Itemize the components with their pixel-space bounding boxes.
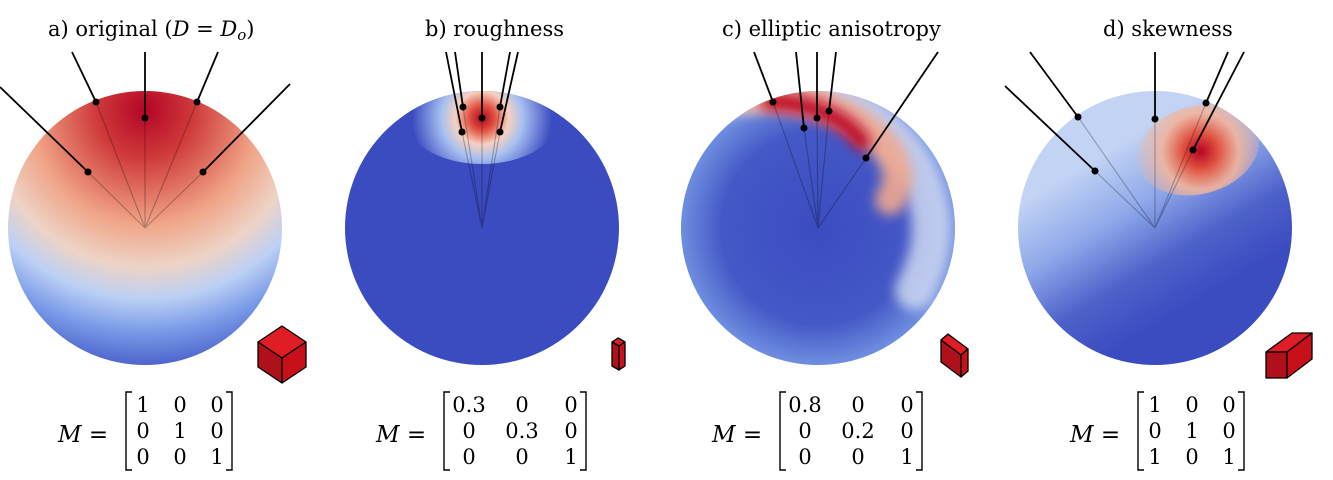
incident-ray (71, 51, 97, 103)
transform-cube-icon (611, 337, 626, 371)
incident-ray (0, 86, 89, 173)
ray-endpoint (1151, 115, 1159, 123)
matrix-cell: 1 (136, 393, 149, 417)
matrix-cell: 0 (1222, 419, 1235, 443)
transform-cube-icon (1265, 332, 1313, 379)
ray-endpoint (769, 98, 777, 106)
ray-endpoint (193, 98, 201, 106)
matrix-cell: 0 (462, 445, 475, 469)
ray-fan (753, 51, 939, 229)
ray-endpoint (1091, 167, 1099, 175)
matrix-cell: 0 (210, 419, 223, 443)
matrix-cell: 1 (1148, 445, 1161, 469)
sphere-distribution (8, 91, 282, 365)
distribution-lobe-halo (710, 91, 952, 310)
ray-endpoint (199, 168, 207, 176)
matrix-cell: 1 (1148, 393, 1161, 417)
matrix-cell: 1 (564, 445, 577, 469)
ray-fan (0, 51, 291, 229)
matrix-cell: 0.3 (452, 393, 485, 417)
ray-endpoint (800, 124, 808, 132)
panel-original: a) original (D = Do) (0, 17, 307, 471)
matrix-cell: 0 (462, 419, 475, 443)
matrix-cell: 0 (564, 419, 577, 443)
matrix-cell: 0.3 (505, 419, 538, 443)
matrix-equation: M = 1 0 0 0 1 0 1 0 1 (1069, 391, 1245, 471)
ray-endpoint (1189, 146, 1197, 154)
matrix-cell: 0.2 (841, 419, 874, 443)
matrix-label: M = (1069, 422, 1120, 448)
ray-endpoint (496, 103, 504, 111)
matrix-cell: 1 (173, 419, 186, 443)
ray-fan (445, 51, 519, 229)
matrix-equation: M = 0.3 0 0 0 0.3 0 0 0 1 (375, 391, 587, 471)
matrix-cell: 1 (1185, 419, 1198, 443)
ray-endpoint (862, 154, 870, 162)
matrix-cell: 0 (210, 393, 223, 417)
ray-endpoint (825, 107, 833, 115)
sphere-distribution (345, 91, 619, 365)
matrix-cell: 0 (1185, 445, 1198, 469)
ray-endpoint (1202, 99, 1210, 107)
matrix-cell: 0 (900, 419, 913, 443)
ray-endpoint (496, 128, 504, 136)
matrix-cell: 0 (851, 393, 864, 417)
matrix-cell: 0 (798, 445, 811, 469)
matrix-cell: 0 (851, 445, 864, 469)
matrix-cell: 0 (900, 393, 913, 417)
matrix-label: M = (375, 422, 426, 448)
panel-roughness: b) roughness (345, 17, 626, 471)
matrix-cell: 0 (173, 445, 186, 469)
matrix-cell: 1 (210, 445, 223, 469)
panel-title: a) original (D = Do) (48, 17, 254, 44)
panel-anisotropy: c) elliptic anisotropy (681, 17, 969, 471)
incident-ray (202, 83, 291, 173)
matrix-label: M = (57, 422, 108, 448)
matrix-cell: 0 (136, 419, 149, 443)
matrix-cell: 0 (515, 393, 528, 417)
matrix-cell: 0 (136, 445, 149, 469)
matrix-cell: 0 (1222, 393, 1235, 417)
matrix-equation: M = 1 0 0 0 1 0 0 0 1 (57, 391, 233, 471)
matrix-cell: 0 (1185, 393, 1198, 417)
ray-endpoint (84, 168, 92, 176)
ray-endpoint (813, 114, 821, 122)
matrix-cell: 1 (1222, 445, 1235, 469)
transform-cube-icon (257, 325, 307, 384)
matrix-equation: M = 0.8 0 0 0 0.2 0 0 0 1 (711, 391, 923, 471)
ray-fan (1004, 51, 1245, 229)
ray-endpoint (459, 103, 467, 111)
incident-ray (196, 51, 219, 103)
transform-cube-icon (940, 333, 969, 378)
ray-endpoint (478, 114, 486, 122)
matrix-cell: 0 (798, 419, 811, 443)
matrix-cell: 0 (173, 393, 186, 417)
ray-endpoint (458, 128, 466, 136)
matrix-bracket-left (125, 391, 132, 471)
ray-endpoint (1074, 113, 1082, 121)
panel-title: c) elliptic anisotropy (722, 17, 941, 41)
matrix-cell: 0 (515, 445, 528, 469)
matrix-cell: 1 (900, 445, 913, 469)
ray-endpoint (141, 114, 149, 122)
matrix-label: M = (711, 422, 762, 448)
panel-title: b) roughness (425, 17, 564, 41)
ray-endpoint (92, 98, 100, 106)
panel-skewness: d) skewness (1004, 17, 1313, 471)
matrix-bracket-right (226, 391, 233, 471)
matrix-cell: 0 (1148, 419, 1161, 443)
distribution-lobe (1137, 104, 1259, 196)
matrix-cell: 0 (564, 393, 577, 417)
distribution-lobe (761, 93, 871, 151)
matrix-cell: 0.8 (788, 393, 821, 417)
panel-title: d) skewness (1103, 17, 1233, 41)
